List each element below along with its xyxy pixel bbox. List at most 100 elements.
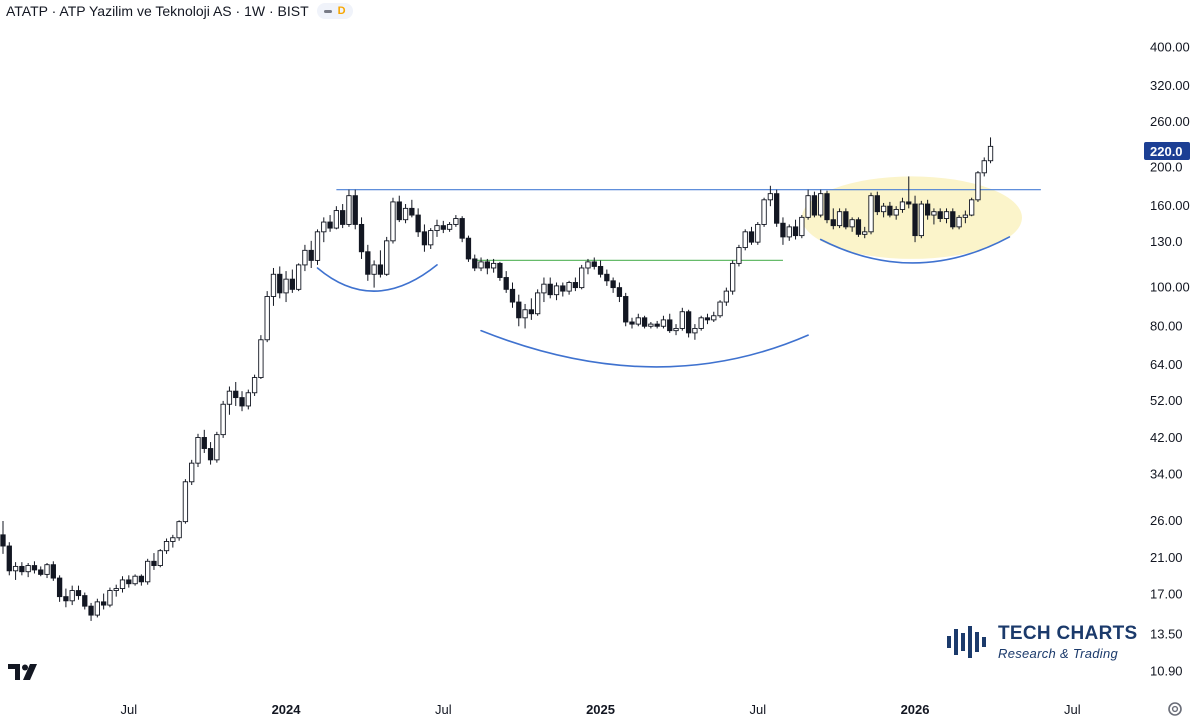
- candle: [629, 317, 635, 329]
- candle: [302, 244, 308, 272]
- candle: [396, 195, 402, 223]
- candle-body: [352, 195, 358, 225]
- candle: [119, 576, 126, 593]
- candle: [767, 185, 774, 207]
- candle-body: [31, 565, 38, 571]
- candle-body: [163, 541, 170, 552]
- candle: [195, 433, 201, 468]
- candle-body: [207, 448, 214, 461]
- candle: [377, 250, 384, 278]
- candle-body: [811, 195, 818, 216]
- candle: [465, 235, 472, 262]
- candle: [874, 191, 880, 216]
- candle-body: [931, 211, 937, 216]
- candle-body: [377, 264, 384, 275]
- x-tick-label: 2026: [901, 702, 930, 717]
- candle-body: [88, 605, 94, 616]
- data-mode-badge[interactable]: D: [316, 3, 353, 19]
- candle-body: [673, 327, 679, 332]
- candle: [623, 292, 629, 327]
- candle: [295, 263, 302, 292]
- candle: [924, 199, 931, 220]
- candle-body: [119, 579, 126, 590]
- candle: [384, 236, 390, 276]
- y-tick-label: 13.50: [1150, 627, 1183, 642]
- y-tick-label: 64.00: [1150, 357, 1183, 372]
- candle-body: [698, 317, 704, 329]
- candle-body: [396, 201, 402, 221]
- candle-body: [654, 323, 660, 327]
- candle-body: [610, 280, 616, 289]
- candle-body: [924, 203, 931, 216]
- candle: [409, 199, 415, 218]
- candle: [478, 257, 484, 272]
- candle: [931, 208, 937, 225]
- candle-body: [402, 207, 409, 221]
- candle-body: [107, 590, 113, 606]
- candle: [824, 190, 830, 224]
- candle-body: [465, 237, 472, 260]
- candle-body: [685, 311, 692, 334]
- candle: [635, 313, 641, 327]
- candle: [748, 226, 755, 245]
- y-tick-label: 400.00: [1150, 39, 1190, 54]
- candle: [679, 307, 685, 331]
- candle: [943, 208, 950, 224]
- candle-body: [780, 222, 786, 238]
- candle: [660, 315, 667, 329]
- candle: [906, 176, 912, 209]
- candle-body: [50, 564, 56, 579]
- candle: [100, 593, 107, 610]
- candle-body: [553, 285, 560, 296]
- candle-body: [736, 247, 742, 264]
- candle: [711, 311, 717, 322]
- candle: [69, 585, 75, 606]
- candle-body: [799, 216, 805, 237]
- candle: [729, 260, 736, 295]
- candle: [899, 197, 906, 213]
- time-axis: Jul 2024 Jul 2025 Jul 2026 Jul: [120, 702, 1080, 717]
- candle: [321, 217, 327, 243]
- y-tick-label: 80.00: [1150, 318, 1183, 333]
- chart-title[interactable]: ATATP · ATP Yazilim ve Teknoloji AS · 1W…: [6, 3, 309, 19]
- left-shoulder-arc: [316, 264, 438, 292]
- y-tick-label: 17.00: [1150, 587, 1183, 602]
- candle-body: [761, 199, 767, 225]
- candle-body: [893, 209, 899, 216]
- candle-body: [660, 319, 667, 327]
- candle-body: [497, 262, 503, 278]
- candle: [880, 202, 887, 218]
- candle: [799, 215, 805, 239]
- y-tick-label: 130.0: [1150, 234, 1183, 249]
- candle-body: [25, 565, 31, 573]
- candle-body: [421, 231, 428, 246]
- candle-body: [755, 223, 761, 243]
- candle-body: [138, 575, 145, 583]
- gear-icon[interactable]: [1166, 700, 1184, 718]
- candle: [547, 277, 553, 299]
- candle: [138, 574, 145, 586]
- y-tick-label: 34.00: [1150, 466, 1183, 481]
- candle-body: [19, 565, 25, 573]
- candle: [446, 222, 453, 232]
- y-tick-label: 21.00: [1150, 550, 1183, 565]
- candle: [811, 191, 818, 218]
- candle-body: [956, 216, 962, 228]
- tradingview-logo-icon[interactable]: [8, 662, 40, 682]
- candle-body: [314, 231, 321, 261]
- candle: [44, 562, 50, 579]
- candle-body: [887, 205, 893, 216]
- candle-body: [100, 601, 107, 606]
- candle: [704, 313, 711, 325]
- candle-body: [792, 226, 799, 237]
- candle: [956, 215, 962, 230]
- candle: [560, 282, 566, 297]
- candle: [641, 315, 648, 329]
- candle: [780, 217, 786, 245]
- candle-body: [723, 290, 730, 303]
- candle-body: [943, 211, 950, 219]
- candle-body: [862, 231, 868, 235]
- candle: [830, 208, 836, 230]
- candle-body: [126, 579, 132, 585]
